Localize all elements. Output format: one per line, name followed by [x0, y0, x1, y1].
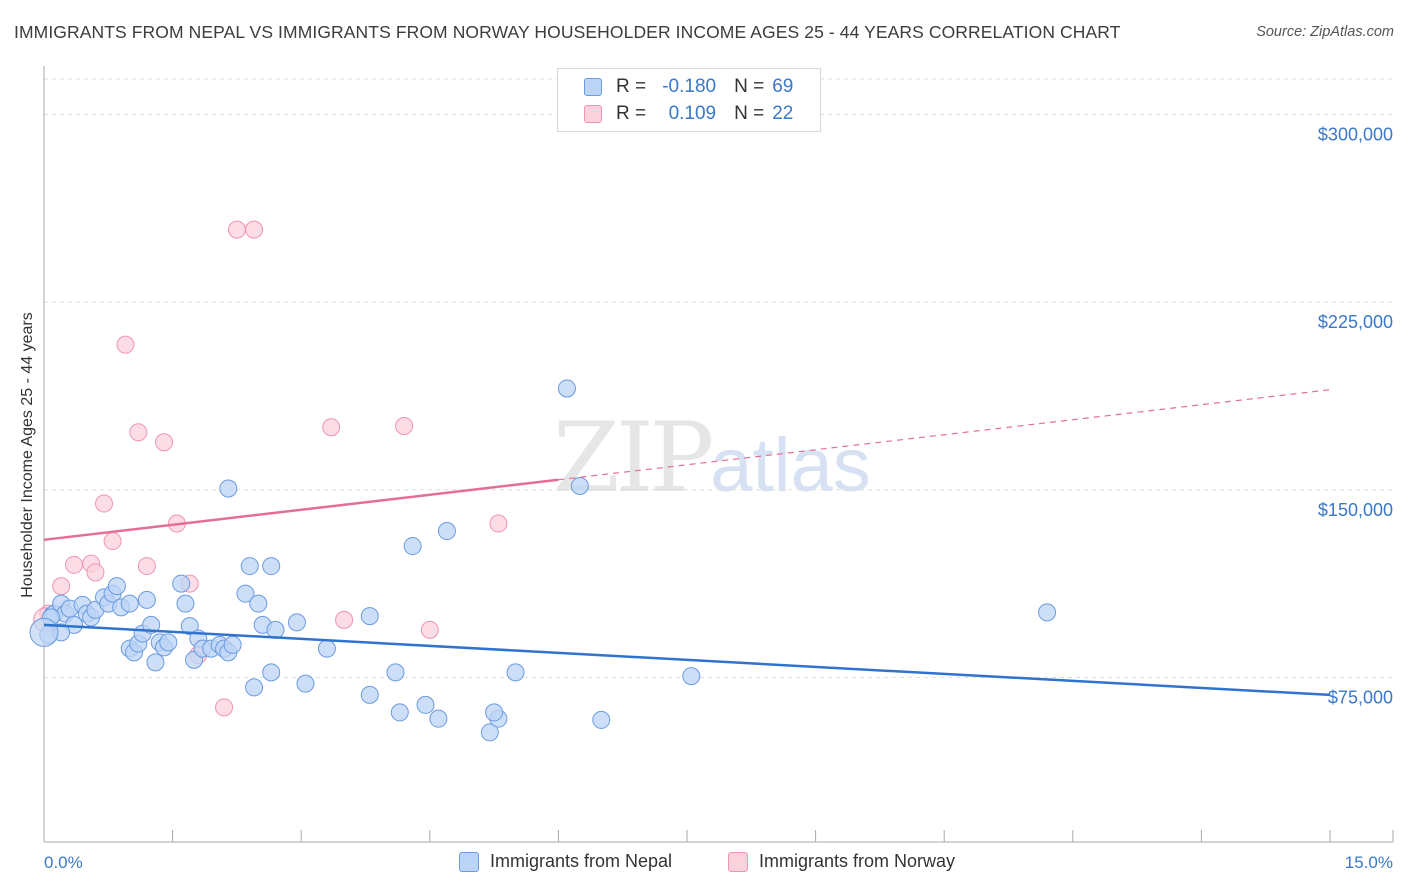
x-tick-label-max: 15.0% [1344, 853, 1393, 872]
norway-point [65, 555, 84, 574]
norway-point [215, 698, 234, 717]
nepal-point [266, 620, 285, 639]
watermark-zip: ZIP [553, 402, 714, 514]
nepal-point [172, 574, 191, 593]
nepal-points [29, 379, 1057, 742]
norway-point [395, 416, 414, 435]
nepal-point [262, 557, 281, 576]
legend-r-label: R = [616, 76, 647, 97]
nepal-point [386, 663, 405, 682]
nepal-n-value: 69 [772, 76, 794, 97]
nepal-point [176, 594, 195, 613]
norway-swatch [584, 105, 602, 123]
nepal-point [485, 703, 504, 722]
nepal-point [437, 522, 456, 541]
nepal-point [219, 479, 238, 498]
nepal-point [480, 723, 499, 742]
y-tick-label: $150,000 [1318, 500, 1393, 520]
nepal-point [416, 695, 435, 714]
norway-point [95, 494, 114, 513]
legend-item-nepal[interactable]: Immigrants from Nepal [459, 851, 672, 872]
source-label: Source: ZipAtlas.com [1256, 24, 1394, 40]
norway-point [245, 220, 264, 239]
zipatlas-watermark: ZIPatlas [553, 402, 871, 514]
nepal-point [287, 613, 306, 632]
watermark-atlas: atlas [710, 423, 871, 508]
nepal-point [180, 617, 199, 636]
nepal-point [506, 663, 525, 682]
nepal-point [682, 667, 701, 686]
y-tick-label: $300,000 [1318, 125, 1393, 145]
nepal-point [245, 678, 264, 697]
legend-row-norway: R = 0.109 N = 22 [584, 102, 793, 126]
nepal-point [249, 594, 268, 613]
nepal-point [240, 557, 259, 576]
norway-point [129, 423, 148, 442]
nepal-point [390, 703, 409, 722]
norway-n-value: 22 [772, 103, 794, 124]
norway-point [137, 557, 156, 576]
norway-point [420, 620, 439, 639]
nepal-point [557, 379, 576, 398]
nepal-point [570, 477, 589, 496]
nepal-point [223, 635, 242, 654]
norway-trend-extension [558, 389, 1331, 481]
norway-points [33, 220, 508, 717]
nepal-point [360, 685, 379, 704]
nepal-point [159, 633, 178, 652]
nepal-point [120, 594, 139, 613]
nepal-point-cluster [29, 617, 59, 647]
series-legend: Immigrants from Nepal Immigrants from No… [0, 851, 1406, 877]
y-tick-labels: $75,000 $150,000 $225,000 $300,000 [1318, 125, 1393, 708]
norway-point [489, 514, 508, 533]
norway-point [322, 418, 341, 437]
nepal-r-value: -0.180 [662, 76, 717, 97]
y-tick-label: $225,000 [1318, 312, 1393, 332]
nepal-point [236, 584, 255, 603]
y-tick-label: $75,000 [1328, 687, 1393, 707]
nepal-point [360, 607, 379, 626]
nepal-legend-label: Immigrants from Nepal [490, 851, 673, 871]
norway-legend-swatch [728, 851, 748, 872]
norway-point [103, 532, 122, 551]
nepal-trend-line [43, 623, 1331, 697]
nepal-point [1038, 603, 1057, 622]
chart-title: IMMIGRANTS FROM NEPAL VS IMMIGRANTS FROM… [14, 22, 1121, 42]
nepal-point [142, 615, 161, 634]
norway-point [52, 577, 71, 596]
legend-r-label: R = [616, 103, 647, 124]
norway-point [227, 220, 246, 239]
nepal-point [146, 653, 165, 672]
nepal-point [296, 674, 315, 693]
nepal-point [137, 590, 156, 609]
nepal-swatch [584, 78, 602, 96]
legend-row-nepal: R = -0.180 N = 69 [584, 75, 793, 99]
y-axis-title: Householder Income Ages 25 - 44 years [19, 312, 36, 598]
trend-lines [43, 389, 1331, 697]
nepal-point [262, 663, 281, 682]
norway-point [116, 335, 135, 354]
norway-trend-line [43, 478, 559, 542]
norway-legend-label: Immigrants from Norway [759, 851, 956, 871]
norway-point [335, 610, 354, 629]
nepal-point [592, 710, 611, 729]
legend-item-norway[interactable]: Immigrants from Norway [728, 851, 955, 872]
norway-point [155, 433, 174, 452]
nepal-point [107, 577, 126, 596]
legend-n-label: N = [734, 103, 765, 124]
nepal-point [317, 639, 336, 658]
norway-point [86, 563, 105, 582]
legend-n-label: N = [734, 76, 765, 97]
correlation-legend: R = -0.180 N = 69 R = 0.109 N = 22 [557, 68, 821, 132]
norway-r-value: 0.109 [668, 103, 717, 124]
x-tick-label-min: 0.0% [44, 853, 83, 872]
nepal-point [429, 709, 448, 728]
nepal-point [403, 537, 422, 556]
nepal-legend-swatch [459, 851, 479, 872]
axes [43, 66, 1394, 843]
